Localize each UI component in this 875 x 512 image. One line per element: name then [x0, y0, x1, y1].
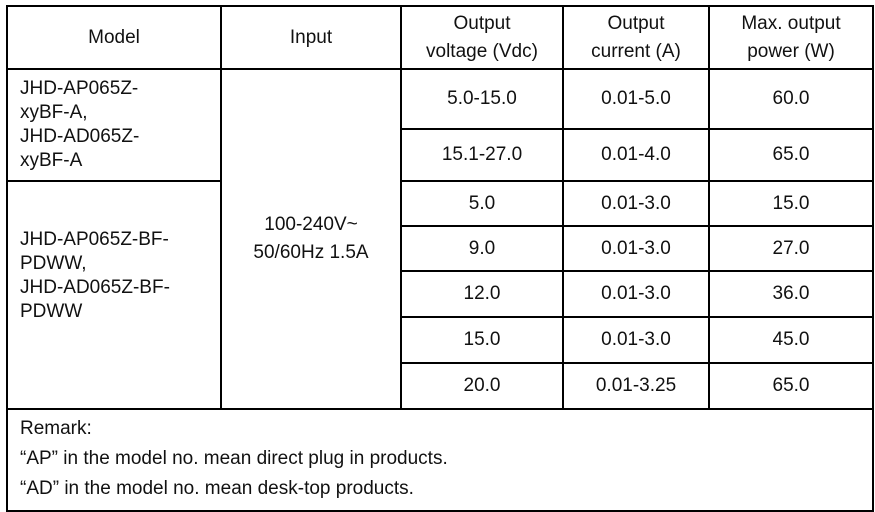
voltage-cell: 12.0: [400, 270, 564, 318]
header-model: Model: [6, 5, 222, 70]
input-cell: 100-240V~ 50/60Hz 1.5A: [220, 68, 402, 410]
remark-line: “AD” in the model no. mean desk-top prod…: [20, 478, 414, 499]
table-row: 15.0 0.01-3.0 45.0: [7, 316, 874, 364]
table-row: 15.1-27.0 0.01-4.0 65.0: [7, 128, 874, 182]
current-cell: 0.01-3.25: [562, 362, 710, 410]
remark-cell: Remark: “AP” in the model no. mean direc…: [6, 408, 874, 512]
header-current: Output current (A): [562, 5, 710, 70]
power-cell: 15.0: [708, 180, 874, 227]
current-cell: 0.01-3.0: [562, 316, 710, 364]
table-row: 9.0 0.01-3.0 27.0: [7, 225, 874, 272]
header-power: Max. output power (W): [708, 5, 874, 70]
voltage-cell: 5.0-15.0: [400, 68, 564, 130]
model-cell: JHD-AP065Z-BF- PDWW, JHD-AD065Z-BF- PDWW: [6, 180, 222, 410]
remark-row: Remark: “AP” in the model no. mean direc…: [6, 408, 874, 512]
voltage-cell: 15.0: [400, 316, 564, 364]
current-cell: 0.01-3.0: [562, 225, 710, 272]
header-row: Model Input Output voltage (Vdc) Output cu…: [6, 5, 874, 70]
power-cell: 65.0: [708, 362, 874, 410]
voltage-cell: 15.1-27.0: [400, 128, 564, 182]
header-input: Input: [220, 5, 402, 70]
power-cell: 36.0: [708, 270, 874, 318]
header-voltage: Output voltage (Vdc): [400, 5, 564, 70]
power-cell: 45.0: [708, 316, 874, 364]
table-row: JHD-AP065Z-BF- PDWW, JHD-AD065Z-BF- PDWW 5.…: [6, 180, 874, 410]
voltage-cell: 20.0: [400, 362, 564, 410]
table-row: JHD-AP065Z-xyBF-A, JHD-AD065Z-xyBF-A 100-…: [6, 68, 874, 410]
current-cell: 0.01-3.0: [562, 180, 710, 227]
remark-title: Remark:: [20, 418, 92, 439]
remark-line: “AP” in the model no. mean direct plug i…: [20, 448, 448, 469]
power-cell: 60.0: [708, 68, 874, 130]
voltage-cell: 5.0: [400, 180, 564, 227]
table-row: 20.0 0.01-3.25 65.0: [7, 362, 874, 410]
current-cell: 0.01-3.0: [562, 270, 710, 318]
table-row: 12.0 0.01-3.0 36.0: [7, 270, 874, 318]
current-cell: 0.01-4.0: [562, 128, 710, 182]
power-cell: 65.0: [708, 128, 874, 182]
current-cell: 0.01-5.0: [562, 68, 710, 130]
spec-table: Model Input Output voltage (Vdc) Output cu…: [6, 5, 874, 512]
power-cell: 27.0: [708, 225, 874, 272]
voltage-cell: 9.0: [400, 225, 564, 272]
model-cell: JHD-AP065Z-xyBF-A, JHD-AD065Z-xyBF-A: [6, 68, 222, 182]
